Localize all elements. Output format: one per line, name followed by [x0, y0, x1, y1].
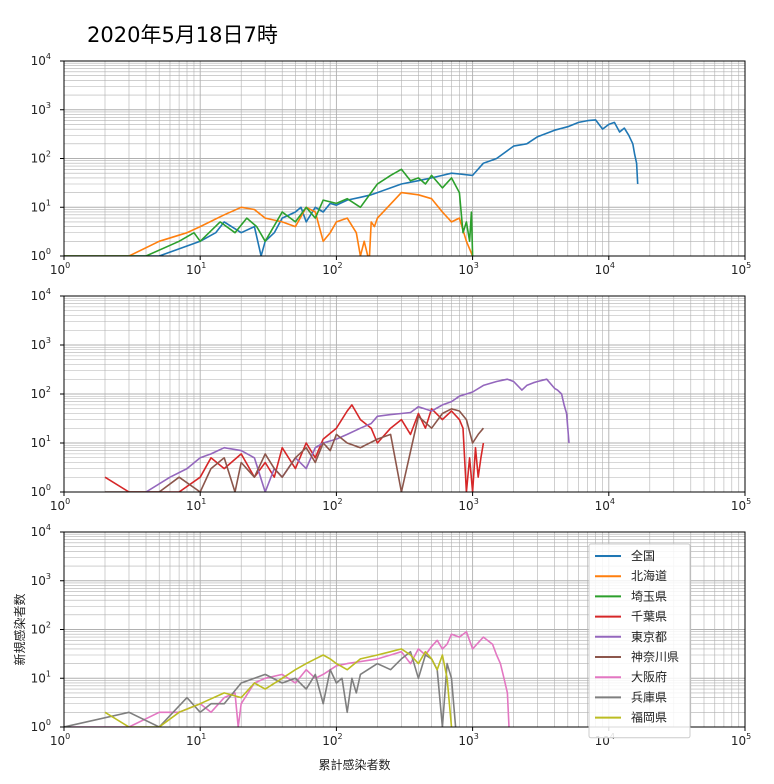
series-line-千葉県 — [104, 404, 485, 492]
x-tick-label: 100 — [50, 261, 70, 277]
x-tick-label: 102 — [322, 732, 342, 748]
x-tick-label: 102 — [322, 497, 342, 513]
x-tick-label: 101 — [186, 732, 206, 748]
x-tick-label: 105 — [731, 732, 751, 748]
chart-panel-2: 100 101 102 103 104 105 100 101 102 103 104 — [31, 287, 752, 513]
series-line-神奈川県 — [105, 407, 485, 492]
legend-label: 千葉県 — [631, 610, 667, 624]
y-tick-label: 101 — [31, 434, 51, 450]
x-tick-label: 105 — [731, 261, 751, 277]
x-tick-label: 101 — [186, 261, 206, 277]
page-title: 2020年5月18日7時 — [87, 23, 278, 47]
legend-label: 大阪府 — [631, 669, 667, 684]
grid — [63, 532, 745, 728]
x-tick-label: 103 — [458, 261, 478, 277]
series-group — [64, 630, 510, 727]
y-tick-label: 102 — [31, 385, 51, 401]
y-tick-label: 103 — [31, 336, 51, 352]
y-tick-label: 102 — [31, 150, 51, 166]
y-tick-label: 104 — [31, 287, 51, 303]
series-line-北海道 — [64, 191, 474, 256]
y-tick-label: 100 — [31, 247, 51, 263]
series-group — [104, 378, 570, 492]
grid — [63, 61, 745, 257]
chart-panel-1: 100 101 102 103 104 105 100 101 102 103 104 — [31, 52, 752, 277]
x-tick-label: 104 — [595, 261, 615, 277]
series-group — [64, 119, 639, 256]
y-tick-label: 103 — [31, 572, 51, 588]
x-tick-label: 102 — [322, 261, 342, 277]
y-tick-label: 101 — [31, 198, 51, 214]
series-line-全国 — [64, 119, 639, 256]
y-tick-label: 103 — [31, 101, 51, 117]
y-tick-label: 104 — [31, 523, 51, 539]
legend-label: 東京都 — [631, 630, 667, 644]
legend-label: 全国 — [631, 548, 655, 563]
legend-box — [588, 543, 691, 739]
series-line-兵庫県 — [64, 650, 457, 727]
x-tick-label: 100 — [50, 732, 70, 748]
series-line-東京都 — [145, 378, 570, 492]
x-tick-label: 103 — [458, 497, 478, 513]
chart-panel-3: 100101102103104105100101102103104累計感染者数新… — [12, 523, 751, 772]
y-tick-label: 100 — [31, 483, 51, 499]
y-tick-label: 100 — [31, 718, 51, 734]
y-tick-label: 102 — [31, 621, 51, 637]
x-tick-label: 105 — [731, 497, 751, 513]
legend-label: 神奈川県 — [631, 650, 679, 664]
x-tick-label: 101 — [186, 497, 206, 513]
series-line-埼玉県 — [64, 168, 474, 256]
legend-label: 兵庫県 — [631, 690, 667, 704]
x-tick-label: 103 — [458, 732, 478, 748]
x-axis-label: 累計感染者数 — [318, 757, 390, 772]
grid — [63, 296, 745, 493]
y-tick-label: 104 — [31, 52, 51, 68]
x-tick-label: 104 — [595, 497, 615, 513]
legend-label: 福岡県 — [631, 710, 667, 725]
series-line-福岡県 — [104, 648, 453, 727]
y-tick-label: 101 — [31, 669, 51, 685]
y-axis-label: 新規感染者数 — [12, 593, 27, 665]
legend-label: 北海道 — [631, 568, 667, 583]
x-tick-label: 100 — [50, 497, 70, 513]
legend-label: 埼玉県 — [631, 589, 667, 603]
